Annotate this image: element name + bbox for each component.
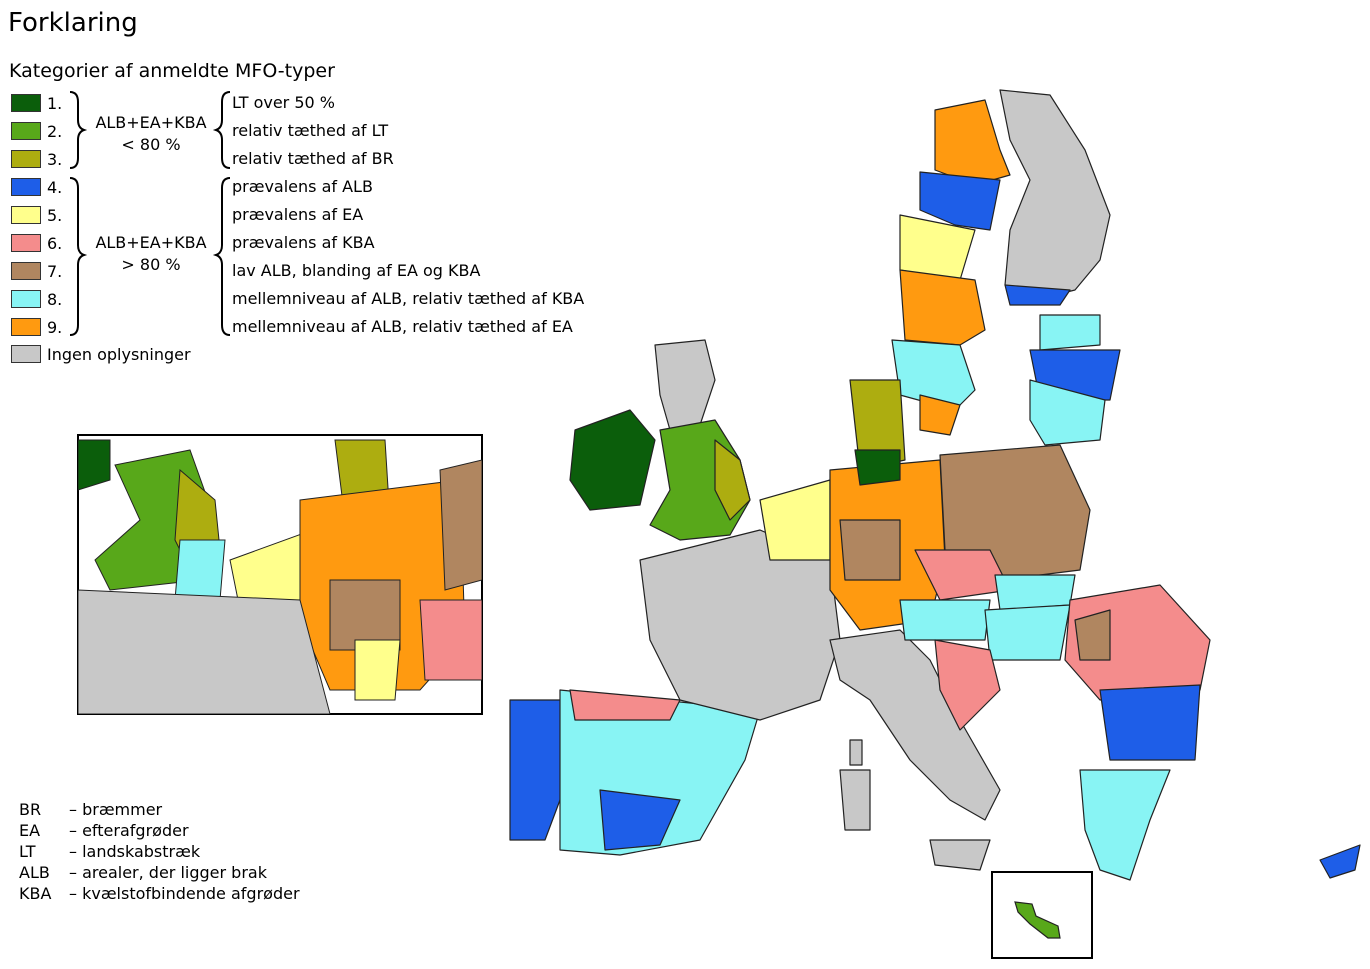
region-germany-mix [839,519,901,581]
abbreviation-text: – efterafgrøder [69,821,189,840]
legend-swatch-3 [11,150,41,168]
legend-number-8: 8. [47,289,63,309]
legend-row-nodata: Ingen oplysninger [11,343,191,365]
legend-row-2: 2. [11,120,62,142]
legend-row-3: 3. [11,148,62,170]
legend-number-5: 5. [47,205,63,225]
region-finland [999,89,1111,301]
region-finland-south [1004,284,1071,306]
region-slovenia-croatia [934,639,1001,731]
abbreviation-key: ALB [19,863,50,882]
legend-description-3: relativ tæthed af BR [232,149,394,168]
legend-description-8: mellemniveau af ALB, relativ tæthed af K… [232,289,585,308]
region-greece [1079,769,1171,881]
group-high-line1: ALB+EA+KBA [95,233,207,252]
legend-nodata-label: Ingen oplysninger [47,344,191,364]
legend-row-1: 1. [11,92,62,114]
legend-swatch-nodata [11,345,41,363]
legend-number-7: 7. [47,261,63,281]
region-england-east [714,439,751,521]
legend-swatch-8 [11,290,41,308]
legend-swatch-4 [11,178,41,196]
abbreviation-key: KBA [19,884,52,903]
region-ireland [569,409,656,511]
inset-map-central-europe [77,434,483,715]
abbreviation-text: – arealer, der ligger brak [69,863,267,882]
group-label-low: ALB+EA+KBA < 80 % [86,112,216,156]
legend-swatch-6 [11,234,41,252]
region-spain-blue [599,789,681,851]
region-sicily [929,839,991,871]
region-italy [829,629,1001,821]
legend-swatch-5 [11,206,41,224]
abbreviation-text: – kvælstofbindende afgrøder [69,884,300,903]
abbreviation-row: EA – efterafgrøder [19,821,189,840]
region-austria [899,599,991,641]
legend-description-9: mellemniveau af ALB, relativ tæthed af E… [232,317,573,336]
legend-row-4: 4. [11,176,62,198]
group-label-high: ALB+EA+KBA > 80 % [86,232,216,276]
region-sweden-south [919,394,961,436]
abbreviation-row: KBA – kvælstofbindende afgrøder [19,884,300,903]
legend-swatch-7 [11,262,41,280]
legend-description-6: prævalens af KBA [232,233,375,252]
legend-row-9: 9. [11,316,62,338]
region-slovakia [994,574,1076,611]
legend-number-3: 3. [47,149,63,169]
abbreviation-row: BR – bræmmer [19,800,162,819]
legend-number-2: 2. [47,121,63,141]
region-cyprus [1319,844,1361,879]
group-low-line2: < 80 % [121,135,181,154]
legend-description-5: prævalens af EA [232,205,364,224]
abbreviation-key: EA [19,821,41,840]
region-spain-north [569,689,681,721]
legend-number-4: 4. [47,177,63,197]
legend-title: Forklaring [8,8,138,38]
region-denmark [849,379,906,471]
region-scotland [654,339,716,431]
region-hungary [984,604,1071,661]
legend-swatch-2 [11,122,41,140]
abbreviation-key: BR [19,800,42,819]
region-sweden-north [934,99,1011,186]
legend-swatch-1 [11,94,41,112]
region-sweden-blue [919,171,1001,231]
region-corsica [849,739,863,766]
abbreviation-key: LT [19,842,36,861]
malta-inset-map [991,871,1093,959]
region-lithuania [1029,379,1106,446]
region-bulgaria [1099,684,1201,761]
abbreviation-text: – bræmmer [69,800,163,819]
abbreviation-row: LT – landskabstræk [19,842,200,861]
legend-row-5: 5. [11,204,62,226]
legend-description-4: prævalens af ALB [232,177,373,196]
abbreviation-text: – landskabstræk [69,842,201,861]
group-low-line1: ALB+EA+KBA [95,113,207,132]
legend-number-9: 9. [47,317,63,337]
legend-subtitle: Kategorier af anmeldte MFO-typer [9,60,335,82]
region-estonia [1039,314,1101,351]
legend-description-2: relativ tæthed af LT [232,121,389,140]
legend-row-7: 7. [11,260,62,282]
region-sardinia [839,769,871,831]
region-romania-brown [1074,609,1111,661]
legend-description-1: LT over 50 % [232,93,335,112]
region-sweden-orange [899,269,986,346]
legend-row-6: 6. [11,232,62,254]
abbreviation-row: ALB – arealer, der ligger brak [19,863,267,882]
legend-number-1: 1. [47,93,63,113]
legend-swatch-9 [11,318,41,336]
legend-row-8: 8. [11,288,62,310]
legend-description-7: lav ALB, blanding af EA og KBA [232,261,481,280]
region-benelux [759,479,831,561]
legend-number-6: 6. [47,233,63,253]
region-denmark-north [854,449,901,486]
group-high-line2: > 80 % [121,255,181,274]
